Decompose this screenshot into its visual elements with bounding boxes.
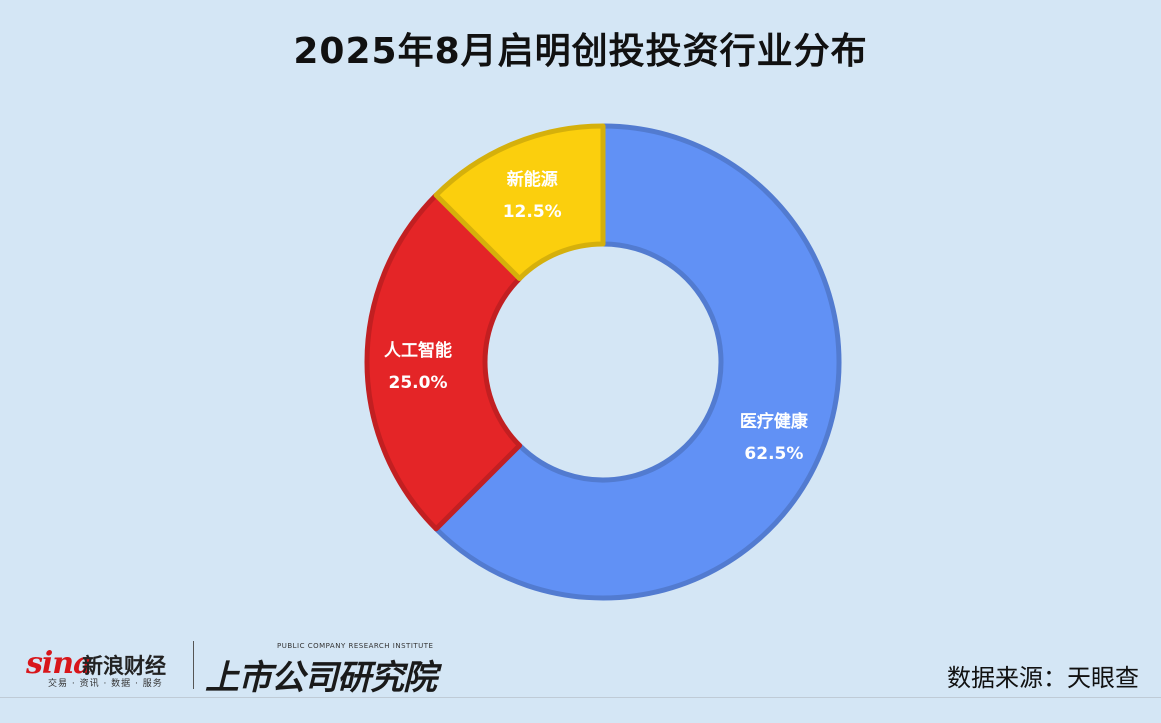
slice-label-2: 新能源 xyxy=(507,169,558,190)
slice-value-2: 12.5% xyxy=(503,202,562,222)
slice-value-1: 25.0% xyxy=(389,373,448,393)
sina-logo-word: sina xyxy=(26,646,93,681)
slice-0 xyxy=(433,123,842,601)
research-institute-logo: PUBLIC COMPANY RESEARCH INSTITUTE 上市公司研究… xyxy=(205,640,437,698)
sina-finance-logo: sina 新浪财经 交易 · 资讯 · 数据 · 服务 xyxy=(26,644,181,690)
slice-label-0: 医疗健康 xyxy=(740,411,809,432)
sina-logo-sub: 交易 · 资讯 · 数据 · 服务 xyxy=(48,679,163,689)
slice-value-0: 62.5% xyxy=(744,444,803,464)
data-source: 数据来源：天眼查 xyxy=(947,664,1139,692)
footer-divider xyxy=(0,697,1161,698)
research-logo-cn: 上市公司研究院 xyxy=(205,658,437,698)
logo-divider xyxy=(193,641,194,689)
research-logo-en: PUBLIC COMPANY RESEARCH INSTITUTE xyxy=(277,642,434,650)
slice-1 xyxy=(364,192,523,532)
donut-chart: 医疗健康 62.5% 人工智能 25.0% 新能源 12.5% xyxy=(364,123,842,601)
slice-2 xyxy=(433,123,606,282)
chart-title: 2025年8月启明创投投资行业分布 xyxy=(293,31,868,72)
sina-logo-name: 新浪财经 xyxy=(82,654,166,678)
slice-label-1: 人工智能 xyxy=(384,340,452,361)
